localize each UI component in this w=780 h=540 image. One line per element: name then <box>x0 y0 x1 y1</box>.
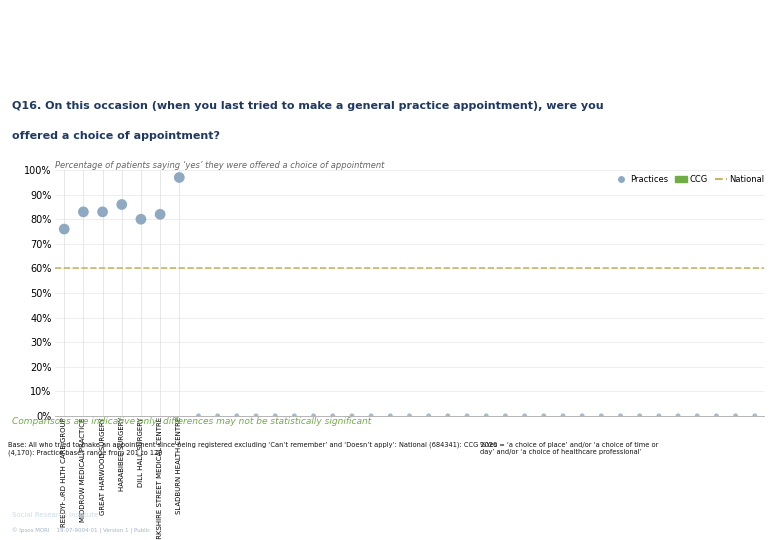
Point <box>711 411 723 420</box>
Point <box>672 411 684 420</box>
Text: how the CCG’s practices compare: how the CCG’s practices compare <box>12 52 406 72</box>
Text: 30: 30 <box>383 510 397 520</box>
Point <box>519 411 531 420</box>
Text: Social Research Institute: Social Research Institute <box>12 512 98 518</box>
Point <box>537 411 550 420</box>
Point <box>269 411 282 420</box>
Point <box>691 411 704 420</box>
Point <box>653 411 665 420</box>
Text: Ipsos MORI: Ipsos MORI <box>12 497 69 506</box>
Point <box>346 411 358 420</box>
Text: Base: All who tried to make an appointment since being registered excluding ‘Can: Base: All who tried to make an appointme… <box>8 442 497 456</box>
Point <box>96 207 108 216</box>
Point <box>307 411 320 420</box>
Point <box>384 411 396 420</box>
Text: Percentage of patients saying ‘yes’ they were offered a choice of appointment: Percentage of patients saying ‘yes’ they… <box>55 161 384 170</box>
Point <box>729 411 742 420</box>
Point <box>499 411 512 420</box>
Point <box>115 200 128 209</box>
Point <box>576 411 588 420</box>
Text: © Ipsos MORI    19-07-9004-01 | Version 1 | Public: © Ipsos MORI 19-07-9004-01 | Version 1 |… <box>12 528 150 534</box>
Point <box>154 210 166 219</box>
Point <box>423 411 435 420</box>
Point <box>365 411 378 420</box>
Point <box>231 411 243 420</box>
Point <box>749 411 761 420</box>
Point <box>441 411 454 420</box>
Point <box>633 411 646 420</box>
Point <box>480 411 492 420</box>
Point <box>615 411 627 420</box>
Point <box>288 411 300 420</box>
Text: Comparisons are indicative only: differences may not be statistically significan: Comparisons are indicative only: differe… <box>12 417 371 426</box>
Point <box>192 411 204 420</box>
Point <box>211 411 224 420</box>
Text: Q16. On this occasion (when you last tried to make a general practice appointmen: Q16. On this occasion (when you last tri… <box>12 101 603 111</box>
Point <box>173 173 186 182</box>
Point <box>327 411 339 420</box>
Legend: Practices, CCG, National: Practices, CCG, National <box>612 172 768 187</box>
Point <box>461 411 473 420</box>
Point <box>250 411 262 420</box>
Point <box>135 215 147 224</box>
Text: %Yes = ‘a choice of place’ and/or ‘a choice of time or
day’ and/or ‘a choice of : %Yes = ‘a choice of place’ and/or ‘a cho… <box>480 442 658 455</box>
Point <box>58 225 70 233</box>
Point <box>595 411 608 420</box>
Point <box>77 207 90 216</box>
Point <box>403 411 416 420</box>
Text: Choice of appointment:: Choice of appointment: <box>12 19 288 39</box>
Text: offered a choice of appointment?: offered a choice of appointment? <box>12 131 220 141</box>
Text: i: i <box>734 508 740 526</box>
Point <box>557 411 569 420</box>
